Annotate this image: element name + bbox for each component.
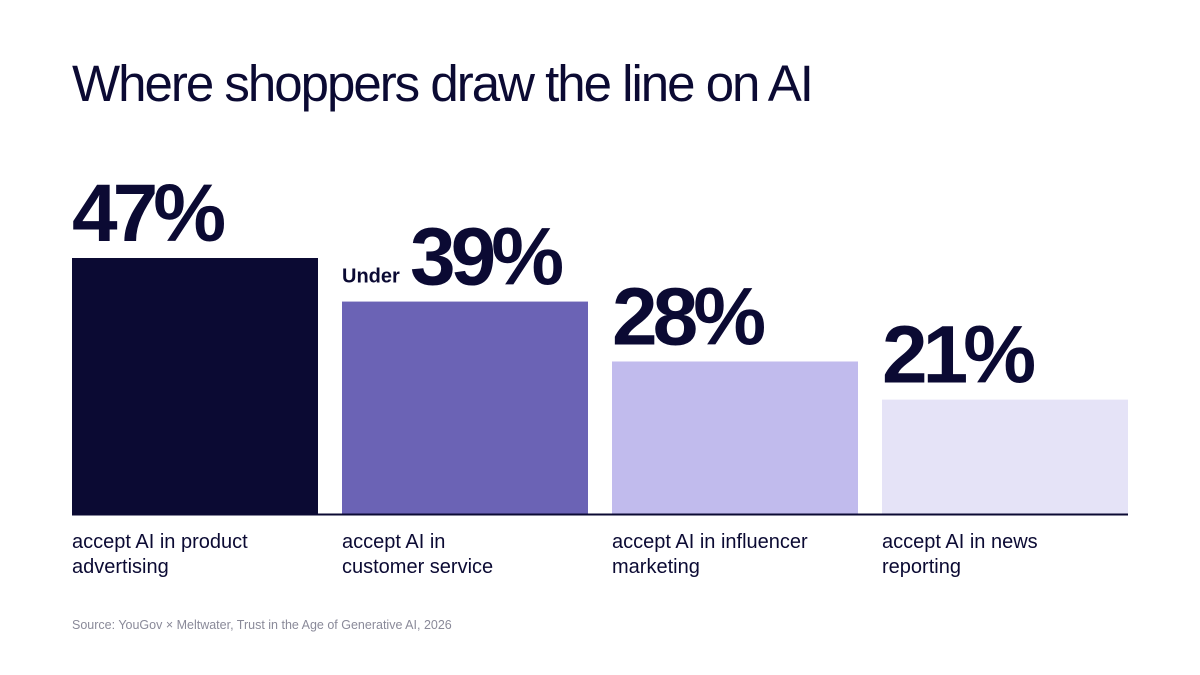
bar-3 — [612, 361, 858, 514]
category-label-1-line-2: advertising — [72, 556, 169, 578]
category-label-3-line-2: marketing — [612, 556, 700, 578]
bar-1 — [72, 258, 318, 514]
source-note: Source: YouGov × Meltwater, Trust in the… — [72, 618, 452, 632]
category-label-4-line-1: accept AI in news — [882, 531, 1038, 553]
bar-3-value-label: 28% — [612, 271, 764, 362]
category-label-3-line-1: accept AI in influencer — [612, 531, 808, 553]
category-label-2-line-2: customer service — [342, 556, 493, 578]
bar-1-value-label: 47% — [72, 168, 224, 259]
bar-4-value-label: 21% — [882, 310, 1034, 401]
bar-4 — [882, 399, 1128, 514]
bar-2-prefix: Under — [342, 266, 400, 288]
bar-2 — [342, 301, 588, 514]
chart-title: Where shoppers draw the line on AI — [72, 55, 814, 112]
bar-2-value-label: 39% — [410, 212, 562, 303]
category-label-1-line-1: accept AI in product — [72, 531, 248, 553]
category-label-4-line-2: reporting — [882, 556, 961, 578]
category-label-2-line-1: accept AI in — [342, 531, 445, 553]
